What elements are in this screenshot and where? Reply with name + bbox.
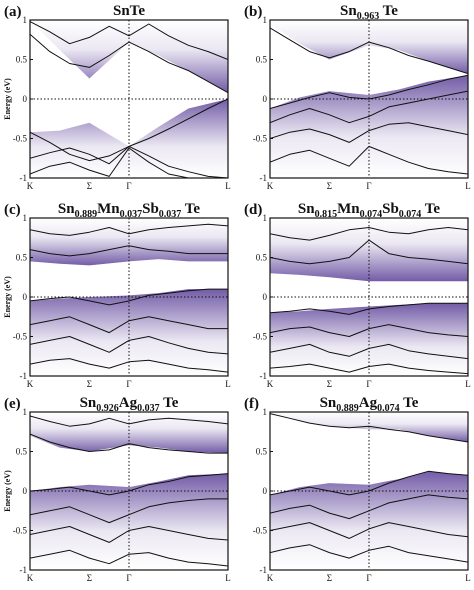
x-tick-label: K: [267, 181, 274, 191]
band-line: [30, 223, 228, 236]
x-tick-label: L: [465, 379, 471, 389]
y-tick-label: 0: [263, 94, 268, 104]
y-tick-label: -0.5: [253, 526, 268, 536]
x-tick-label: L: [225, 573, 231, 583]
x-tick-label: L: [465, 573, 471, 583]
panel-title: Sn0.889Ag0.074 Te: [320, 395, 419, 414]
panel-title: Sn0.889Mn0.037Sb0.037 Te: [58, 201, 200, 220]
y-tick-label: 0.5: [16, 55, 28, 65]
x-tick-label: L: [225, 181, 231, 191]
y-tick-label: -1: [260, 173, 268, 183]
y-tick-label: -0.5: [13, 332, 28, 342]
x-tick-label: Γ: [366, 573, 371, 583]
band-line: [30, 147, 228, 178]
panel-label: (a): [4, 4, 22, 20]
y-tick-label: 0.5: [16, 253, 28, 263]
panel-4: -1 -0.5 0 0.5 1 K Σ Γ L (d) Sn0.815Mn0.074Sb0.074 …: [244, 201, 471, 389]
y-tick-label: 0: [23, 94, 28, 104]
x-tick-label: Σ: [87, 573, 92, 583]
band-line: [30, 336, 228, 355]
band-line: [270, 324, 468, 337]
y-tick-label: -1: [20, 565, 28, 575]
band-line: [270, 122, 468, 143]
y-tick-label: 0.5: [256, 447, 268, 457]
panel-title: Sn0.963 Te: [340, 3, 398, 22]
band-line: [270, 544, 468, 563]
y-axis-label: Energy (eV): [3, 470, 12, 512]
shaded-region-valence: [270, 303, 468, 376]
x-tick-label: Σ: [327, 181, 332, 191]
y-axis-label: Energy (eV): [3, 276, 12, 318]
band-line: [30, 288, 228, 306]
y-tick-label: 0.5: [16, 447, 28, 457]
y-tick-label: -0.5: [253, 134, 268, 144]
panel-label: (d): [244, 202, 262, 218]
y-tick-label: 0: [263, 486, 268, 496]
y-tick-label: -1: [20, 371, 28, 381]
band-line: [30, 526, 228, 543]
x-tick-label: Σ: [327, 573, 332, 583]
y-tick-label: -0.5: [13, 526, 28, 536]
y-tick-label: 1: [263, 407, 268, 417]
panel-6: -1 -0.5 0 0.5 1 K Σ Γ L (f) Sn0.889Ag0.074 Te: [244, 395, 471, 583]
band-line: [270, 90, 468, 124]
shaded-region-conduction: [270, 20, 468, 74]
y-tick-label: 1: [23, 213, 28, 223]
band-line: [270, 227, 468, 241]
y-tick-label: 1: [263, 15, 268, 25]
panel-title: Sn0.815Mn0.074Sb0.074 Te: [298, 201, 440, 220]
panel-1: -1 -0.5 0 0.5 1 K Σ Γ L Energy (eV) (a) SnTe: [3, 3, 231, 191]
panel-label: (e): [4, 396, 21, 412]
panel-title: SnTe: [113, 3, 145, 19]
y-tick-label: 0.5: [256, 55, 268, 65]
band-line: [270, 302, 468, 315]
x-tick-label: L: [465, 181, 471, 191]
y-axis-label: Energy (eV): [3, 78, 12, 120]
x-tick-label: K: [27, 379, 34, 389]
x-tick-label: K: [27, 573, 34, 583]
shaded-region-valence: [30, 289, 228, 376]
y-tick-label: -0.5: [253, 332, 268, 342]
panel-title: Sn0.926Ag0.037 Te: [80, 395, 179, 414]
band-line: [30, 549, 228, 567]
y-tick-label: 0.5: [256, 253, 268, 263]
x-tick-label: Γ: [366, 379, 371, 389]
y-tick-label: 1: [23, 15, 28, 25]
shaded-region-valence: [30, 99, 228, 178]
panel-3: -1 -0.5 0 0.5 1 K Σ Γ L Energy (eV) (c) Sn0.889Mn0.…: [3, 201, 231, 389]
panel-label: (b): [244, 4, 262, 20]
x-tick-label: K: [267, 573, 274, 583]
band-line: [30, 245, 228, 257]
y-tick-label: -1: [260, 565, 268, 575]
y-tick-label: 1: [263, 213, 268, 223]
x-tick-label: L: [225, 379, 231, 389]
y-tick-label: -1: [20, 173, 28, 183]
y-tick-label: 0: [23, 486, 28, 496]
panel-label: (f): [244, 396, 259, 412]
panel-label: (c): [4, 202, 21, 218]
x-tick-label: Γ: [126, 181, 131, 191]
y-tick-label: -0.5: [13, 134, 28, 144]
x-tick-label: Σ: [87, 181, 92, 191]
shaded-region-conduction: [30, 412, 228, 454]
x-tick-label: K: [27, 181, 34, 191]
band-line: [30, 21, 228, 60]
shaded-region-conduction: [30, 218, 228, 266]
x-tick-label: Σ: [327, 379, 332, 389]
y-tick-label: -1: [260, 371, 268, 381]
y-tick-label: 1: [23, 407, 28, 417]
panel-5: -1 -0.5 0 0.5 1 K Σ Γ L Energy (eV) (e) Sn0.926Ag0.…: [3, 395, 231, 583]
y-tick-label: 0: [263, 292, 268, 302]
x-tick-label: Σ: [87, 379, 92, 389]
y-tick-label: 0: [23, 292, 28, 302]
x-tick-label: K: [267, 379, 274, 389]
x-tick-label: Γ: [366, 181, 371, 191]
panel-2: -1 -0.5 0 0.5 1 K Σ Γ L (b) Sn0.963 Te: [244, 3, 471, 191]
shaded-region-conduction: [30, 20, 228, 93]
x-tick-label: Γ: [126, 573, 131, 583]
x-tick-label: Γ: [126, 379, 131, 389]
